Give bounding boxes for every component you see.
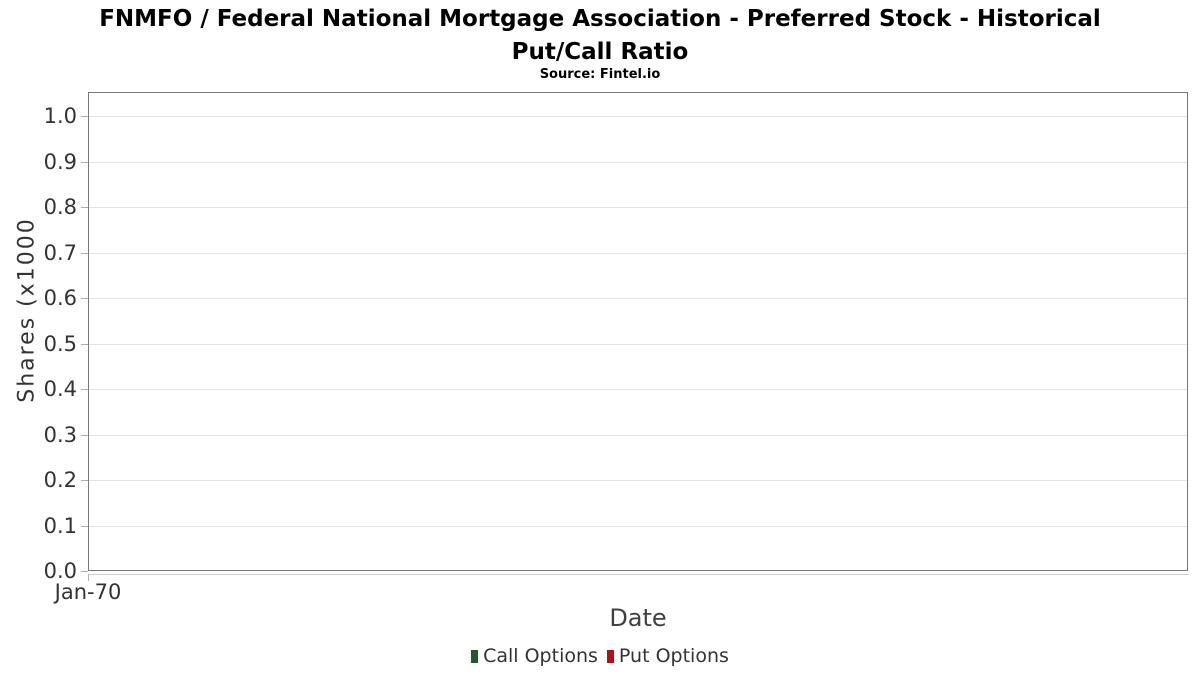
y-tick-label: 0.1	[43, 514, 77, 538]
y-axis-title-text: Shares (x1000	[14, 217, 40, 403]
y-axis-tick	[81, 298, 88, 299]
y-tick-label: 0.4	[43, 377, 77, 401]
chart-source-subtitle: Source: Fintel.io	[539, 67, 661, 82]
chart-title: FNMFO / Federal National Mortgage Associ…	[0, 3, 1200, 69]
y-axis-tick	[81, 344, 88, 345]
y-axis-tick	[81, 571, 88, 572]
chart-title-line-1: FNMFO / Federal National Mortgage Associ…	[99, 6, 1101, 32]
x-axis-tick-label: Jan-70	[54, 580, 122, 604]
gridline	[89, 344, 1187, 345]
gridline	[89, 116, 1187, 117]
legend-item-call-options[interactable]: Call Options	[471, 645, 598, 667]
y-axis-tick	[81, 526, 88, 527]
plot-area	[88, 92, 1188, 571]
y-tick-label: 0.7	[43, 241, 77, 265]
y-axis-tick	[81, 435, 88, 436]
x-axis-tick	[88, 574, 89, 581]
gridline	[89, 207, 1187, 208]
y-tick-label: 0.3	[43, 423, 77, 447]
legend-label: Call Options	[483, 645, 598, 667]
gridline	[89, 298, 1187, 299]
y-tick-label: 0.8	[43, 195, 77, 219]
chart-title-line-2: Put/Call Ratio	[511, 39, 689, 65]
legend-label: Put Options	[618, 645, 729, 667]
y-tick-label: 1.0	[43, 104, 77, 128]
legend-marker-icon	[606, 649, 614, 663]
y-axis-tick	[81, 253, 88, 254]
x-axis-title: Date	[609, 604, 667, 632]
gridline	[89, 480, 1187, 481]
y-tick-label: 0.5	[43, 332, 77, 356]
y-tick-label: 0.0	[43, 559, 77, 583]
gridline	[89, 435, 1187, 436]
y-axis-tick	[81, 162, 88, 163]
x-axis-line	[88, 574, 1189, 575]
y-axis-tick	[81, 389, 88, 390]
gridline	[89, 162, 1187, 163]
legend-marker-icon	[471, 649, 479, 663]
y-axis-tick	[81, 480, 88, 481]
y-tick-label: 0.9	[43, 150, 77, 174]
y-axis-tick	[81, 116, 88, 117]
y-axis-tick	[81, 207, 88, 208]
gridline	[89, 253, 1187, 254]
legend-item-put-options[interactable]: Put Options	[606, 645, 729, 667]
gridline	[89, 389, 1187, 390]
chart-legend: Call Options Put Options	[0, 645, 1200, 667]
y-tick-label: 0.6	[43, 286, 77, 310]
gridline	[89, 526, 1187, 527]
y-tick-label: 0.2	[43, 468, 77, 492]
